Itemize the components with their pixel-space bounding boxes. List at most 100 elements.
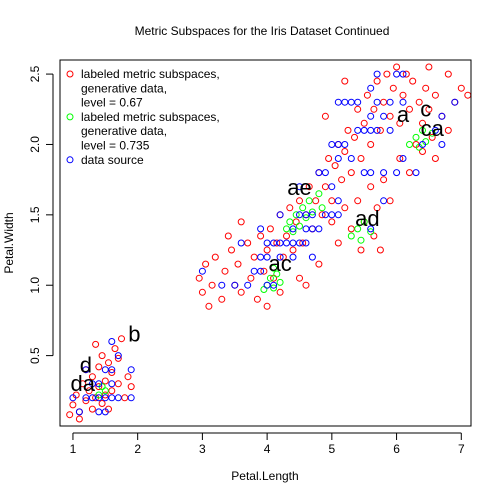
series-0-point — [208, 281, 216, 289]
series-0-point — [312, 197, 320, 205]
series-0-point — [108, 387, 116, 395]
series-1-point — [299, 204, 307, 212]
series-1-point — [286, 218, 294, 226]
series-1-point — [270, 264, 278, 272]
series-0-point — [244, 239, 252, 247]
legend-label: level = 0.67 — [81, 96, 143, 110]
series-0-point — [373, 204, 381, 212]
series-0-point — [380, 98, 388, 106]
series-2-point — [315, 225, 323, 233]
series-0-point — [92, 340, 100, 348]
y-axis: 0.5 1.0 1.5 2.0 2.5 — [28, 65, 54, 364]
series-2-point — [231, 281, 239, 289]
series-0-point — [114, 380, 122, 388]
series-0-point — [331, 162, 339, 170]
data-points — [66, 63, 472, 423]
series-0-point — [105, 359, 112, 367]
series-0-point — [279, 253, 287, 261]
series-2-point — [393, 70, 401, 78]
series-2-point — [334, 211, 342, 219]
series-0-point — [334, 239, 342, 247]
series-0-point — [376, 246, 384, 254]
series-2-point — [399, 98, 407, 106]
x-tick-label: 6 — [393, 442, 400, 456]
legend: labeled metric subspaces, generative data… — [66, 67, 220, 167]
series-2-point — [367, 169, 375, 177]
series-0-point — [69, 401, 77, 409]
series-0-point — [344, 126, 352, 134]
series-0-point — [328, 218, 336, 226]
series-0-point — [321, 112, 329, 120]
series-1-point — [270, 284, 278, 292]
series-2-point — [69, 394, 77, 402]
series-0-point — [101, 377, 109, 385]
series-2-point — [101, 366, 109, 374]
series-0-point — [276, 288, 284, 296]
series-0-point — [318, 211, 326, 219]
series-0-point — [428, 133, 436, 141]
series-2-point — [328, 183, 336, 191]
annotation-label: a — [397, 102, 410, 127]
series-1-point — [315, 190, 323, 198]
x-tick-label: 7 — [458, 442, 465, 456]
legend-label: generative data, — [81, 124, 167, 138]
series-2-point — [114, 352, 122, 360]
series-0-point — [98, 400, 106, 407]
series-0-point — [431, 155, 439, 162]
x-tick-label: 2 — [134, 442, 141, 456]
series-1-point — [412, 133, 420, 141]
legend-label: labeled metric subspaces, — [81, 67, 220, 81]
series-2-point — [438, 141, 446, 148]
series-2-point — [308, 225, 316, 233]
series-2-point — [380, 197, 388, 205]
series-0-point — [370, 232, 378, 240]
series-0-point — [399, 91, 407, 99]
series-2-point — [108, 338, 116, 345]
series-2-point — [347, 155, 355, 162]
x-axis-title: Petal.Length — [231, 469, 298, 483]
series-0-point — [341, 77, 349, 85]
series-0-point — [88, 373, 96, 381]
series-0-point — [260, 267, 268, 275]
series-0-point — [75, 415, 83, 423]
series-2-point — [218, 281, 226, 289]
annotation-label: ac — [268, 251, 291, 276]
series-2-point — [334, 197, 342, 205]
series-0-point — [218, 295, 226, 303]
series-0-point — [386, 112, 394, 120]
series-2-point — [263, 281, 271, 289]
x-tick-label: 4 — [264, 442, 271, 456]
series-0-point — [202, 260, 210, 268]
y-tick-label: 2.5 — [28, 65, 42, 82]
series-2-point — [244, 281, 252, 289]
series-1-point — [367, 228, 375, 236]
series-2-point — [289, 253, 297, 261]
series-0-point — [292, 218, 300, 226]
series-2-point — [341, 141, 349, 148]
series-0-point — [266, 225, 274, 233]
series-0-point — [198, 288, 206, 296]
series-2-point — [393, 169, 401, 177]
series-0-point — [296, 197, 303, 205]
annotation-label: ca — [421, 116, 445, 141]
series-2-point — [270, 281, 278, 289]
series-0-point — [234, 260, 242, 268]
series-1-point — [266, 274, 274, 282]
series-0-point — [263, 302, 271, 310]
series-1-point — [318, 204, 326, 212]
series-1-point — [302, 214, 310, 222]
series-0-point — [396, 119, 404, 127]
series-2-point — [308, 211, 316, 219]
series-2-point — [438, 112, 446, 120]
series-2-point — [95, 380, 103, 388]
series-0-point — [351, 133, 358, 141]
series-0-point — [247, 274, 255, 282]
series-0-point — [211, 253, 219, 261]
series-0-point — [302, 281, 310, 289]
series-2-point — [354, 98, 362, 106]
series-0-point — [224, 232, 232, 240]
series-0-point — [360, 119, 368, 127]
series-0-point — [389, 84, 397, 92]
series-2-point — [108, 394, 116, 402]
series-0-point — [357, 155, 365, 162]
